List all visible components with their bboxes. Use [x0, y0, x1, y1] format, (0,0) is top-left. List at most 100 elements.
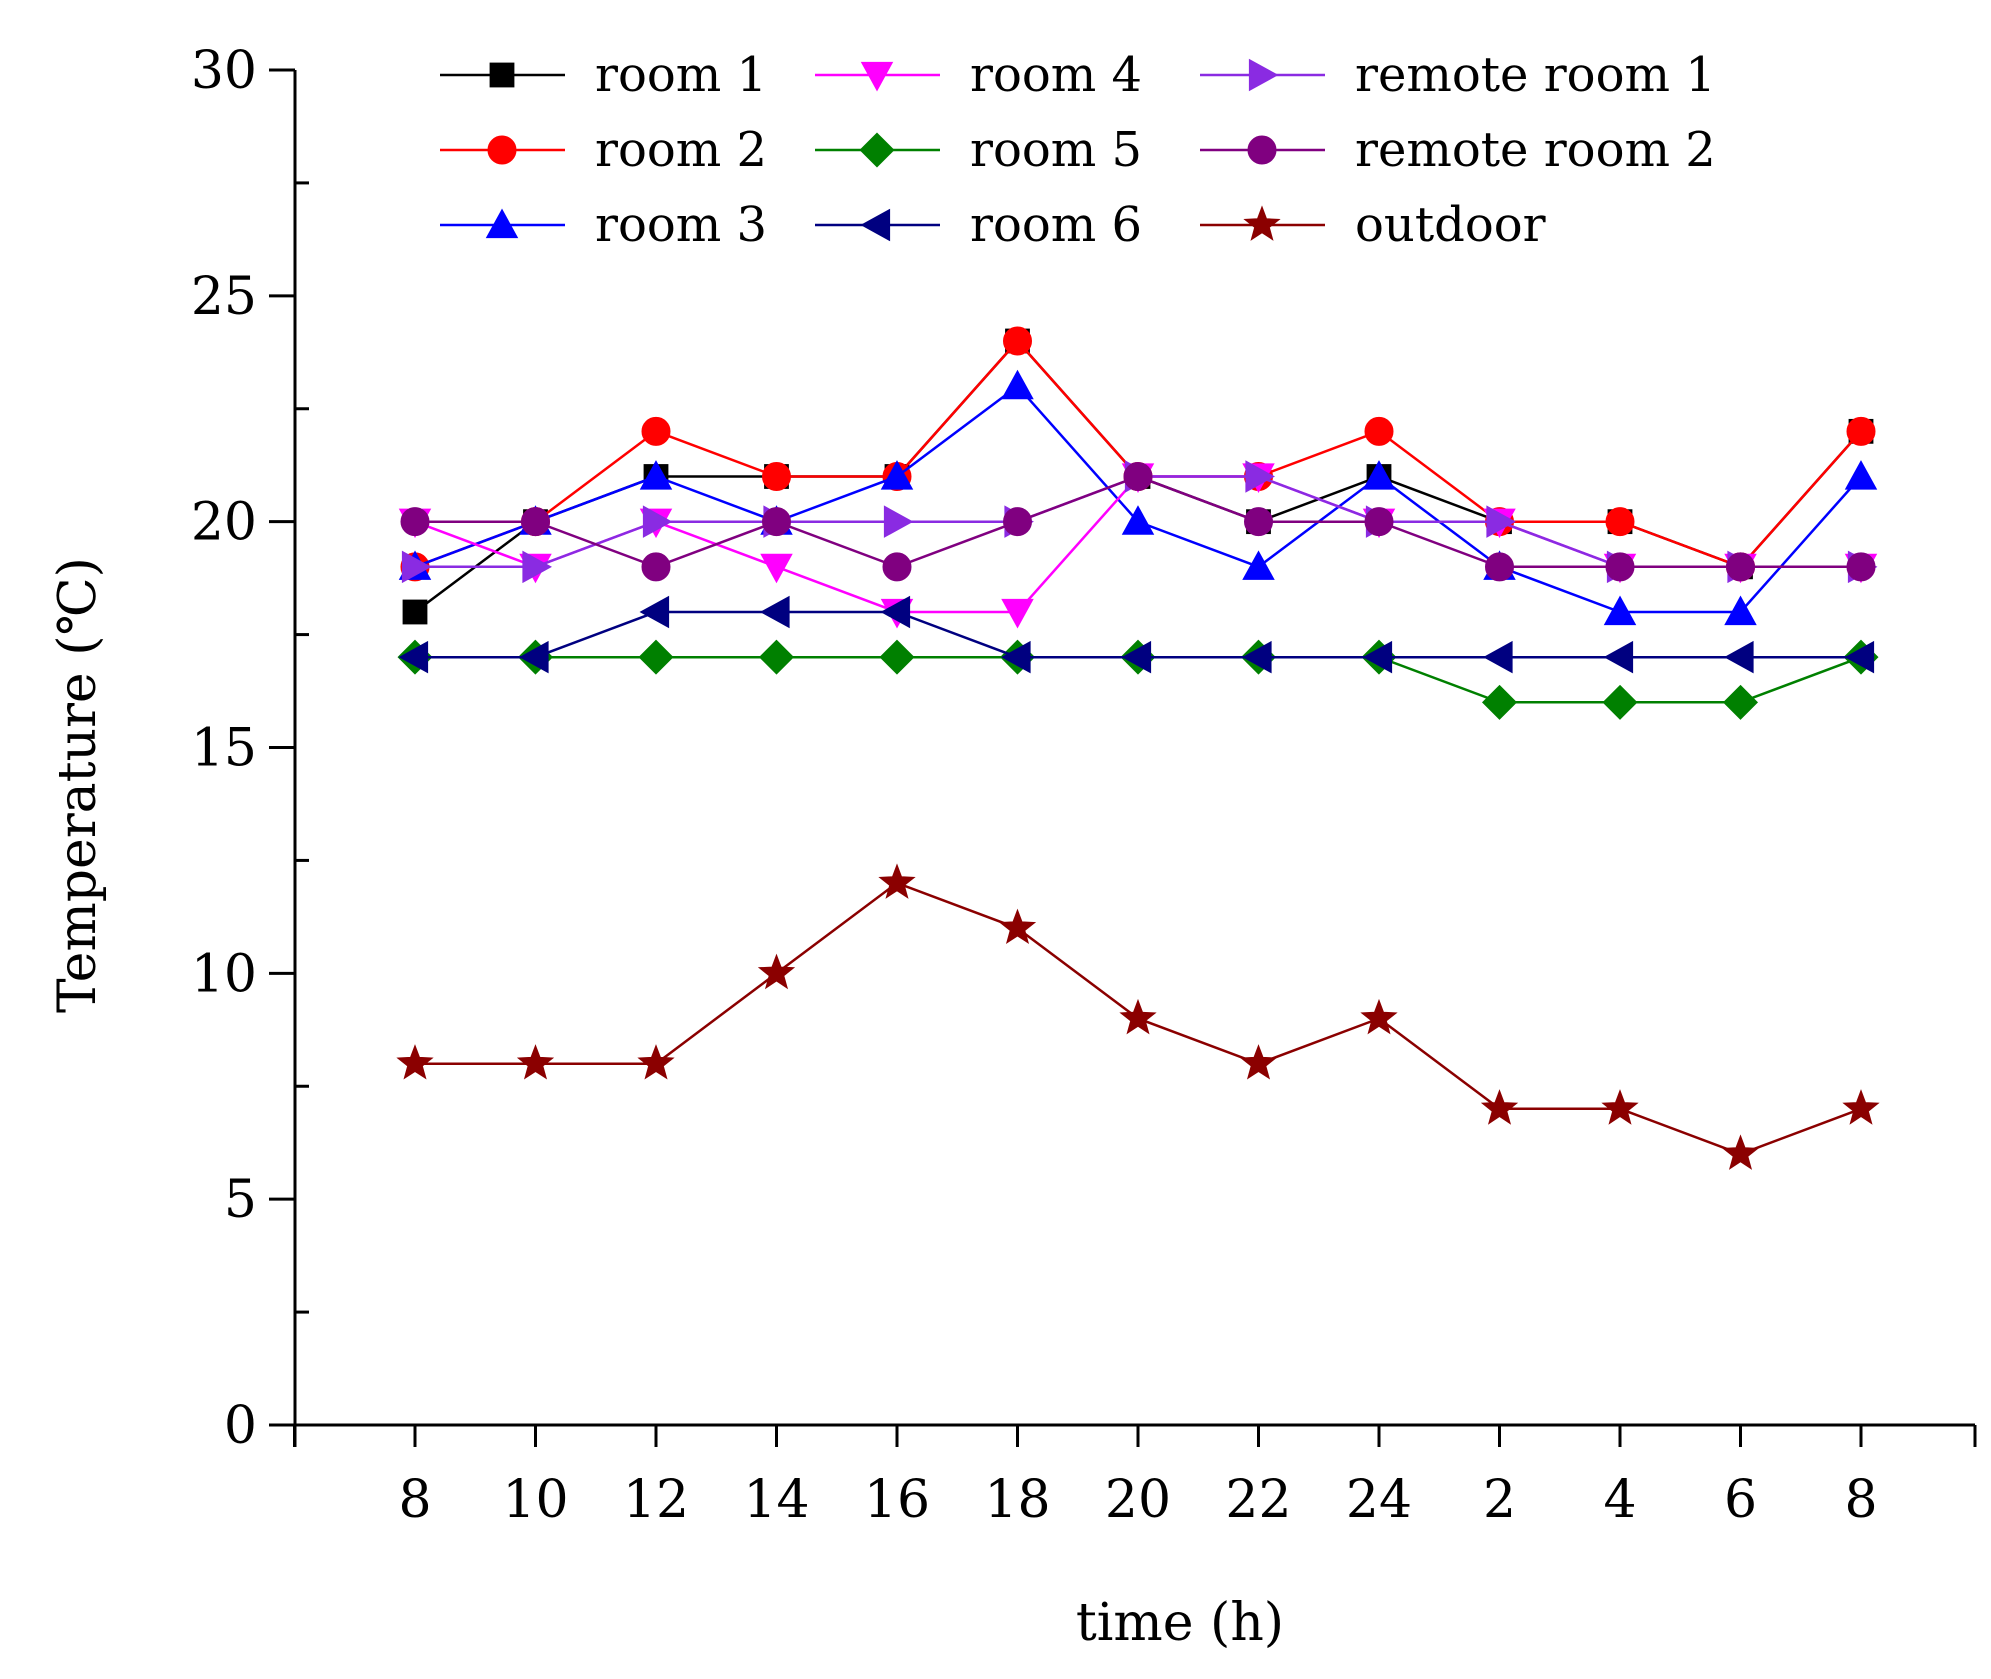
data-point-room-3: [1001, 369, 1034, 400]
data-point-remote-room-1: [1486, 505, 1516, 538]
x-tick-label: 14: [743, 1470, 809, 1530]
data-point-remote-room-2: [762, 507, 791, 537]
legend-label: room 4: [970, 47, 1142, 103]
data-point-room-6: [398, 640, 429, 674]
legend-marker: [859, 132, 895, 168]
data-point-room-3: [1844, 460, 1878, 490]
y-tick-label: 10: [191, 944, 257, 1004]
data-point-room-6: [1121, 640, 1152, 674]
y-tick-label: 15: [191, 719, 257, 779]
series-line-room-3: [414, 384, 1862, 614]
legend-label: remote room 1: [1355, 47, 1716, 103]
data-point-outdoor: [1239, 1044, 1278, 1080]
x-tick-label: 18: [984, 1470, 1050, 1530]
data-point-room-3: [1724, 595, 1757, 626]
data-point-remote-room-2: [641, 552, 671, 582]
legend: room 1 room 2 room 3 room 4 room 5 room 6 remo…: [440, 47, 1716, 253]
series-room-2: [400, 326, 1876, 582]
x-tick-label: 20: [1105, 1470, 1171, 1530]
data-point-room-6: [1844, 640, 1875, 674]
data-point-outdoor: [637, 1044, 675, 1080]
legend-marker: [860, 61, 894, 92]
data-point-remote-room-1: [642, 505, 673, 538]
legend-marker: [1247, 135, 1277, 165]
data-point-room-6: [639, 595, 670, 629]
legend-item-room-1: room 1: [440, 47, 767, 103]
y-axis-title: Temperature (℃): [48, 557, 108, 1013]
y-tick-label: 20: [191, 493, 257, 553]
data-point-room-6: [1001, 640, 1031, 674]
x-tick-label: 10: [502, 1470, 568, 1530]
data-point-room-6: [1483, 640, 1513, 674]
data-point-outdoor: [1480, 1089, 1519, 1125]
data-point-outdoor: [1601, 1089, 1639, 1125]
x-tick-label: 24: [1346, 1470, 1412, 1530]
data-point-remote-room-2: [521, 507, 550, 537]
legend-item-room-4: room 4: [815, 47, 1142, 103]
y-tick-label: 25: [191, 267, 257, 327]
y-tick-label: 5: [224, 1170, 257, 1230]
x-tick-label: 2: [1483, 1470, 1516, 1530]
data-point-outdoor: [878, 863, 916, 899]
data-point-remote-room-2: [400, 507, 430, 537]
legend-label: room 2: [595, 122, 767, 178]
legend-label: room 6: [970, 197, 1142, 253]
data-point-room-3: [1603, 595, 1637, 626]
x-tick-label: 16: [864, 1470, 930, 1530]
data-point-remote-room-2: [882, 552, 912, 582]
data-point-outdoor: [998, 908, 1037, 945]
legend-marker: [860, 208, 891, 242]
data-point-room-4: [760, 553, 793, 584]
legend-item-remote-room-1: remote room 1: [1200, 47, 1716, 103]
legend-label: room 3: [595, 197, 767, 253]
data-point-remote-room-2: [1244, 507, 1273, 537]
legend-label: outdoor: [1355, 197, 1546, 253]
data-point-room-6: [880, 595, 911, 629]
series-remote-room-2: [400, 462, 1876, 582]
data-point-remote-room-2: [1123, 462, 1153, 491]
data-point-room-6: [1362, 640, 1393, 674]
data-point-outdoor: [1119, 998, 1157, 1035]
data-point-room-5: [638, 639, 674, 675]
legend-label: room 1: [595, 47, 767, 103]
legend-item-room-3: room 3: [440, 197, 767, 253]
x-tick-label: 4: [1603, 1470, 1636, 1530]
data-point-remote-room-1: [1245, 460, 1275, 493]
y-tick-label: 30: [191, 41, 257, 101]
data-point-remote-room-1: [401, 550, 432, 584]
data-point-room-5: [879, 639, 915, 675]
data-point-remote-room-1: [522, 550, 552, 584]
x-axis-title: time (h): [1076, 1593, 1284, 1653]
data-point-remote-room-2: [1726, 552, 1755, 582]
data-point-remote-room-2: [1846, 552, 1876, 582]
data-point-room-3: [880, 460, 914, 490]
legend-item-room-2: room 2: [440, 122, 767, 178]
data-point-remote-room-1: [883, 505, 914, 538]
data-point-outdoor: [1842, 1089, 1880, 1125]
y-tick-label: 0: [224, 1396, 257, 1456]
data-point-room-6: [519, 640, 549, 674]
data-point-remote-room-2: [1485, 552, 1514, 582]
series-line-room-4: [414, 475, 1861, 614]
data-point-room-5: [1602, 684, 1638, 720]
series-room-3: [398, 369, 1878, 626]
x-tick-label: 8: [398, 1470, 431, 1530]
series-outdoor: [396, 863, 1880, 1170]
data-point-room-5: [758, 639, 795, 675]
legend-marker: [1248, 58, 1279, 92]
data-point-room-6: [1724, 640, 1754, 674]
data-point-room-2: [641, 416, 671, 446]
data-point-room-5: [1722, 684, 1759, 720]
data-point-room-3: [639, 460, 673, 490]
legend-marker: [1243, 205, 1281, 241]
data-point-room-4: [1001, 598, 1034, 629]
legend-item-outdoor: outdoor: [1200, 197, 1546, 253]
data-point-outdoor: [516, 1044, 555, 1080]
series-layer: [396, 326, 1880, 1170]
legend-marker: [489, 62, 515, 88]
data-point-room-2: [1364, 416, 1394, 446]
x-tick-label: 22: [1225, 1470, 1291, 1530]
legend-item-room-5: room 5: [815, 122, 1142, 178]
